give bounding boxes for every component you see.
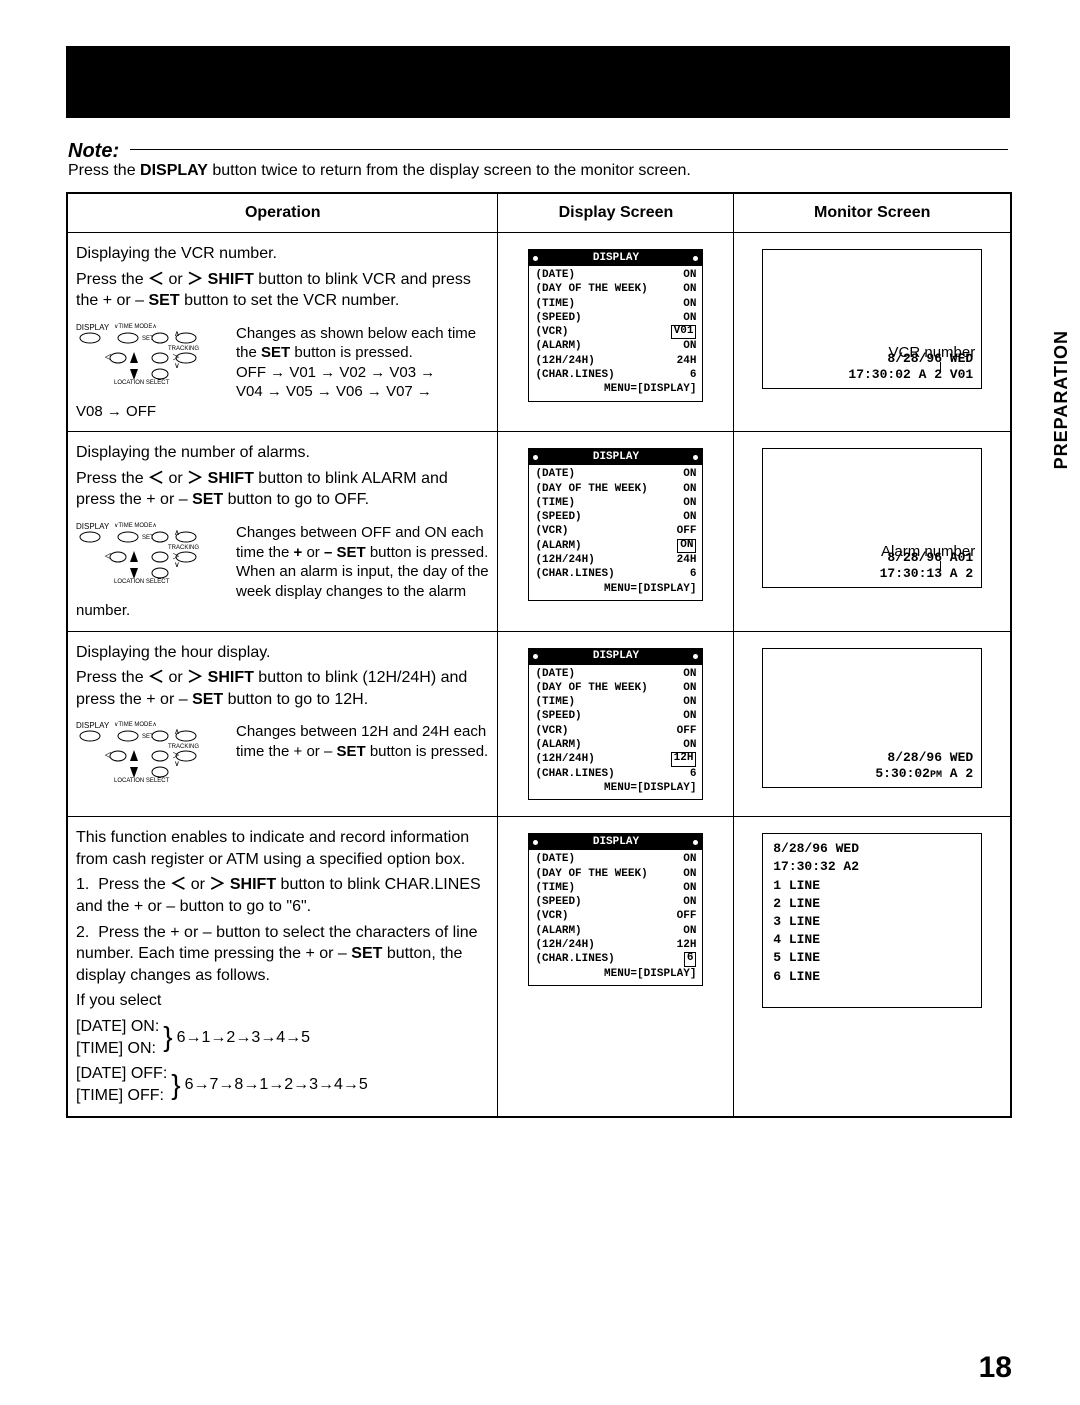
mon-line: 3 LINE xyxy=(773,913,971,931)
disp-title: DISPLAY xyxy=(593,251,639,265)
op-step: 1. Press the ＜ or ＞ SHIFT button to blin… xyxy=(76,874,489,917)
svg-text:∨: ∨ xyxy=(174,759,180,768)
table-row: Displaying the number of alarms. Press t… xyxy=(67,432,1011,631)
mon-line: 17:30:02 A 2 V01 xyxy=(848,367,973,382)
th-monitor: Monitor Screen xyxy=(734,193,1011,233)
note-suffix: button twice to return from the display … xyxy=(208,162,691,179)
mon-line: 2 LINE xyxy=(773,895,971,913)
table-row: Displaying the hour display. Press the ＜… xyxy=(67,631,1011,817)
th-display: Display Screen xyxy=(498,193,734,233)
svg-text:∨TIME MODE∧: ∨TIME MODE∧ xyxy=(114,324,157,330)
monitor-screen: 8/28/96 WED 5:30:02PM A 2 xyxy=(762,648,982,788)
seq: V08 → OFF xyxy=(76,403,156,420)
svg-text:＜: ＜ xyxy=(104,552,112,561)
op-line: Press the ＜ or ＞ SHIFT button to blink (… xyxy=(76,667,489,710)
svg-text:LOCATION SELECT: LOCATION SELECT xyxy=(114,380,170,386)
svg-text:TRACKING: TRACKING xyxy=(168,346,199,352)
svg-text:LOCATION SELECT: LOCATION SELECT xyxy=(114,778,170,784)
note-label: Note: xyxy=(68,140,119,163)
if-select: If you select xyxy=(76,990,489,1012)
mon-line: 17:30:32 A2 xyxy=(773,858,971,876)
seq-on: [DATE] ON:[TIME] ON: } 6→1→2→3→4→5 xyxy=(76,1016,489,1059)
seq: V04 → V05 → V06 → V07 → xyxy=(236,383,432,400)
op-line: Press the ＜ or ＞ SHIFT button to blink V… xyxy=(76,269,489,312)
mon-line: 8/28/96 WED xyxy=(887,351,973,366)
op-intro: This function enables to indicate and re… xyxy=(76,827,489,870)
header-blackbar xyxy=(66,46,1010,118)
note-bold: DISPLAY xyxy=(140,162,208,179)
note-prefix: Press the xyxy=(68,162,140,179)
mon-line: 1 LINE xyxy=(773,877,971,895)
mon-line: 17:30:13 A 2 xyxy=(880,566,974,581)
svg-text:DISPLAY: DISPLAY xyxy=(76,721,110,730)
svg-text:TRACKING: TRACKING xyxy=(168,545,199,551)
table-row: Displaying the VCR number. Press the ＜ o… xyxy=(67,233,1011,432)
mon-line: 6 LINE xyxy=(773,968,971,986)
seq-off: [DATE] OFF:[TIME] OFF: } 6→7→8→1→2→3→4→5 xyxy=(76,1063,489,1106)
svg-text:＜: ＜ xyxy=(104,751,112,760)
note-rule xyxy=(130,149,1008,150)
op-line: Press the ＜ or ＞ SHIFT button to blink A… xyxy=(76,468,489,511)
remote-icon: DISPLAY ∨TIME MODE∧ SET ∧ TRACKING ＜ ＞ ∨ xyxy=(76,515,226,585)
table-row: This function enables to indicate and re… xyxy=(67,817,1011,1118)
remote-icon: DISPLAY ∨TIME MODE∧ SET ∧ TRACKING ＜ ＞ ∨ xyxy=(76,714,226,784)
display-screen: DISPLAY (DATE)ON (DAY OF THE WEEK)ON (TI… xyxy=(528,249,703,402)
display-screen: DISPLAY (DATE)ON (DAY OF THE WEEK)ON (TI… xyxy=(528,448,703,601)
main-table: Operation Display Screen Monitor Screen … xyxy=(66,192,1012,1118)
display-screen: DISPLAY (DATE)ON (DAY OF THE WEEK)ON (TI… xyxy=(528,648,703,801)
monitor-screen: Alarm number 8/28/96 A01 17:30:13 A 2 xyxy=(762,448,982,588)
svg-text:∨TIME MODE∧: ∨TIME MODE∧ xyxy=(114,523,157,529)
page-number: 18 xyxy=(979,1351,1012,1385)
svg-text:DISPLAY: DISPLAY xyxy=(76,323,110,332)
monitor-screen: 8/28/96 WED 17:30:32 A2 1 LINE 2 LINE 3 … xyxy=(762,833,982,1008)
op-title: Displaying the hour display. xyxy=(76,642,489,664)
mon-line: 4 LINE xyxy=(773,931,971,949)
svg-text:DISPLAY: DISPLAY xyxy=(76,522,110,531)
svg-text:∨: ∨ xyxy=(174,560,180,569)
mon-line: 8/28/96 WED xyxy=(887,750,973,765)
svg-text:LOCATION SELECT: LOCATION SELECT xyxy=(114,579,170,585)
remote-icon: DISPLAY ∨TIME MODE∧ SET ∧ TRACKING ＜ ＞ ∨ xyxy=(76,316,226,386)
th-operation: Operation xyxy=(67,193,498,233)
op-title: Displaying the number of alarms. xyxy=(76,442,489,464)
svg-text:＜: ＜ xyxy=(104,353,112,362)
seq: OFF → V01 → V02 → V03 → xyxy=(236,364,435,381)
mon-line: 8/28/96 WED xyxy=(773,840,971,858)
svg-text:∨: ∨ xyxy=(174,361,180,370)
op-title: Displaying the VCR number. xyxy=(76,243,489,265)
display-screen: DISPLAY (DATE)ON (DAY OF THE WEEK)ON (TI… xyxy=(528,833,703,986)
mon-line: 5:30:02PM A 2 xyxy=(875,766,973,781)
monitor-screen: VCR number 8/28/96 WED 17:30:02 A 2 V01 xyxy=(762,249,982,389)
disp-menu: MENU=[DISPLAY] xyxy=(529,382,702,396)
svg-text:TRACKING: TRACKING xyxy=(168,744,199,750)
note-text: Press the DISPLAY button twice to return… xyxy=(68,162,691,180)
side-tab: PREPARATION xyxy=(1051,330,1072,469)
svg-text:∨TIME MODE∧: ∨TIME MODE∧ xyxy=(114,722,157,728)
op-step: 2. Press the + or – button to select the… xyxy=(76,922,489,987)
mon-line: 8/28/96 A01 xyxy=(887,550,973,565)
mon-line: 5 LINE xyxy=(773,949,971,967)
